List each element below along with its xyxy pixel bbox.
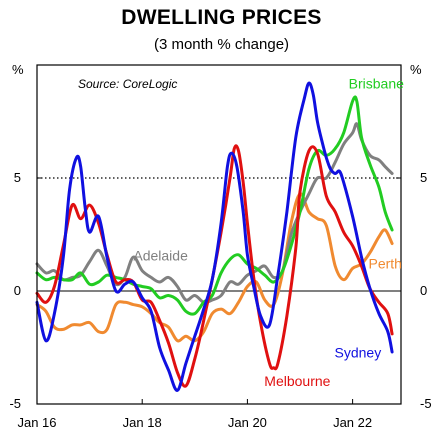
chart-subtitle: (3 month % change)	[153, 36, 290, 53]
y-tick-label-left: 0	[14, 283, 21, 298]
x-tick-label: Jan 16	[17, 415, 56, 430]
series-label-brisbane: Brisbane	[349, 76, 404, 92]
y-tick-label-left: 5	[14, 170, 21, 185]
series-line-sydney	[35, 81, 394, 392]
series-line-brisbane	[35, 95, 394, 316]
series-label-perth: Perth	[368, 255, 401, 271]
source-note: Source: CoreLogic	[78, 77, 177, 91]
y-axis-unit-right: %	[410, 62, 422, 77]
series-line-adelaide	[35, 122, 394, 304]
y-axis-unit-left: %	[12, 62, 24, 77]
series-layer	[35, 81, 394, 392]
series-line-perth	[35, 192, 394, 343]
x-tick-label: Jan 20	[228, 415, 267, 430]
y-tick-label-right: -5	[420, 396, 432, 411]
tick-layer: -5 -5 0 0 5 5 Jan 16 Jan 18 Jan 20 Jan 22	[9, 170, 431, 430]
y-tick-label-right: 0	[420, 283, 427, 298]
chart-title: DWELLING PRICES	[121, 6, 322, 29]
plot-frame	[36, 64, 402, 405]
y-tick-label-left: -5	[9, 396, 21, 411]
series-label-sydney: Sydney	[335, 345, 382, 361]
series-label-adelaide: Adelaide	[133, 247, 188, 263]
series-labels: Brisbane Adelaide Perth Sydney Melbourne	[133, 76, 404, 389]
series-label-melbourne: Melbourne	[264, 373, 330, 389]
y-tick-label-right: 5	[420, 170, 427, 185]
frame-layer	[36, 64, 402, 405]
x-tick-label: Jan 22	[333, 415, 372, 430]
x-tick-label: Jan 18	[123, 415, 162, 430]
